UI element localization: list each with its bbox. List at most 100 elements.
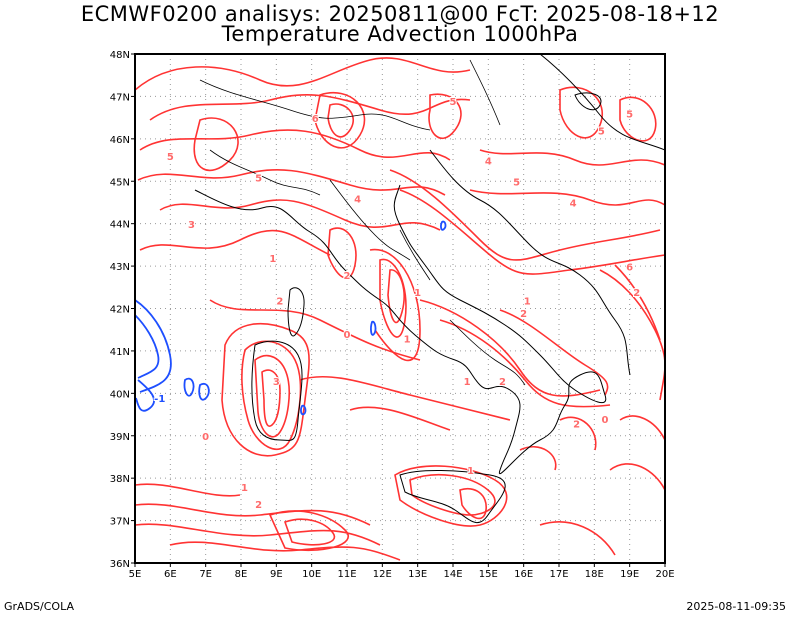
contour-line (261, 369, 281, 427)
contour-label: 6 (312, 114, 319, 125)
contour-line (419, 299, 601, 397)
lat-tick-label: 48N (110, 50, 130, 61)
positive-advection-contours (135, 57, 665, 561)
contour-line (479, 149, 665, 166)
contour-line (300, 404, 307, 416)
contour-line (209, 299, 421, 361)
contour-label: 0 (202, 432, 209, 443)
contour-line (428, 93, 462, 139)
contour-label: 1 (524, 296, 531, 307)
contour-label: 5 (513, 177, 520, 188)
contour-label: 5 (626, 110, 633, 121)
map-title: ECMWF0200 analisys: 20250811@00 FcT: 202… (80, 2, 720, 26)
map-grid (135, 54, 665, 563)
border-line (469, 59, 501, 126)
contour-line (349, 406, 451, 431)
lat-tick-label: 46N (110, 135, 130, 146)
contour-label: 4 (354, 194, 361, 205)
timestamp-label: 2025-08-11-09:35 (686, 600, 786, 613)
contour-line (183, 377, 195, 397)
contour-line (399, 189, 665, 275)
lat-tick-label: 38N (110, 474, 130, 485)
political-borders (199, 59, 526, 386)
lon-tick-label: 14E (443, 569, 462, 580)
contour-line (299, 375, 511, 421)
lat-tick-label: 42N (110, 305, 130, 316)
contour-label: 2 (499, 377, 506, 388)
contour-line (469, 189, 665, 206)
contour-label: 2 (276, 296, 283, 307)
contour-line (440, 220, 447, 231)
contour-line (169, 541, 401, 561)
contour-label: 0 (601, 415, 608, 426)
contour-label: 0 (344, 330, 351, 341)
corsica-coastline (287, 287, 305, 337)
lake-balaton (574, 92, 602, 111)
lon-tick-label: 10E (302, 569, 321, 580)
lon-tick-label: 19E (620, 569, 639, 580)
contour-line (135, 314, 160, 379)
contour-line (135, 299, 172, 393)
contour-line (254, 354, 290, 438)
contour-line (439, 319, 611, 408)
contour-label: 2 (344, 271, 351, 282)
contour-label: 2 (520, 309, 527, 320)
contour-line (609, 463, 665, 491)
contour-line (241, 340, 302, 451)
axis-ticks (131, 53, 666, 567)
contour-line (539, 521, 616, 556)
lon-tick-label: 8E (235, 569, 248, 580)
contour-line (268, 510, 349, 552)
contour-label: 3 (188, 220, 195, 231)
contour-line (409, 474, 496, 516)
lon-tick-label: 15E (479, 569, 498, 580)
border-line (399, 229, 431, 281)
lon-tick-label: 6E (164, 569, 177, 580)
lat-tick-label: 47N (110, 92, 130, 103)
lat-tick-label: 37N (110, 517, 130, 528)
contour-line (379, 258, 407, 338)
balkan-coastline (429, 149, 631, 376)
contour-label: 4 (570, 199, 577, 210)
map-subtitle: Temperature Advection 1000hPa (221, 22, 579, 46)
contour-label: 1 (241, 483, 248, 494)
lon-tick-label: 16E (514, 569, 533, 580)
lat-tick-label: 36N (110, 559, 130, 570)
contour-line (619, 415, 665, 441)
contour-line (394, 465, 508, 527)
contour-line (614, 264, 661, 341)
contour-line (459, 488, 487, 520)
contour-line (559, 416, 597, 451)
contour-line (314, 92, 366, 149)
lat-tick-label: 44N (110, 220, 130, 231)
lon-tick-label: 17E (549, 569, 568, 580)
contour-line (193, 117, 239, 172)
contour-line (221, 322, 310, 457)
contour-line (283, 518, 336, 546)
border-line (199, 79, 431, 131)
contour-line (559, 86, 603, 139)
contour-line (135, 483, 241, 497)
contour-label: 1 (269, 254, 276, 265)
contour-line (499, 309, 609, 396)
lat-tick-label: 43N (110, 262, 130, 273)
lon-tick-label: 11E (337, 569, 356, 580)
contour-line (198, 382, 210, 401)
contour-line (149, 94, 471, 121)
contour-label: 1 (464, 377, 471, 388)
lon-tick-label: 7E (199, 569, 212, 580)
contour-line (387, 269, 405, 324)
contour-label: 5 (255, 173, 262, 184)
longitude-labels: 5E 6E 7E 8E 9E 10E 11E 12E 13E 14E 15E 16E 17E 18E 19E… (129, 569, 675, 580)
contour-line (139, 129, 451, 161)
lon-tick-label: 20E (655, 569, 674, 580)
contour-line (327, 103, 354, 138)
credit-label: GrADS/COLA (4, 600, 74, 613)
contour-label: 5 (450, 97, 457, 108)
contour-label: -1 (154, 394, 165, 405)
contour-label: 3 (273, 377, 280, 388)
contour-line (619, 96, 657, 142)
contour-label: 4 (485, 156, 492, 167)
